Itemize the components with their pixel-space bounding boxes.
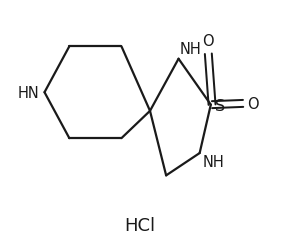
- Text: HCl: HCl: [124, 216, 156, 234]
- Text: O: O: [248, 96, 259, 112]
- Text: NH: NH: [202, 155, 224, 170]
- Text: NH: NH: [180, 42, 202, 57]
- Text: O: O: [202, 34, 214, 48]
- Text: S: S: [214, 99, 225, 114]
- Text: HN: HN: [17, 86, 39, 100]
